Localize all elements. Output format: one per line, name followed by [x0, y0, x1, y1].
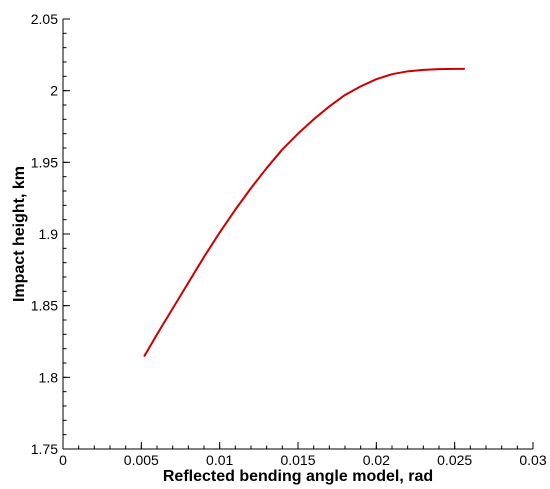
ticks	[62, 18, 534, 450]
x-tick-label: 0.015	[280, 452, 315, 468]
x-tick-label: 0	[59, 452, 67, 468]
x-tick-label: 0.03	[519, 452, 546, 468]
axes	[62, 19, 533, 450]
y-tick-label: 1.75	[31, 441, 58, 457]
x-tick-label: 0.005	[124, 452, 159, 468]
y-tick-label: 1.95	[31, 154, 58, 170]
y-tick-label: 2.05	[31, 11, 58, 27]
y-tick-label: 1.8	[39, 369, 59, 385]
x-tick-label: 0.01	[206, 452, 233, 468]
y-tick-label: 1.85	[31, 298, 58, 314]
series-line	[143, 67, 466, 357]
y-tick-label: 2	[50, 83, 58, 99]
x-axis-title: Reflected bending angle model, rad	[163, 468, 433, 485]
y-axis-title: Impact height, km	[11, 166, 28, 302]
tick-labels: 0 0.005 0.01 0.015 0.02 0.025 0.03 1.75 1.8 1.85 1…	[31, 11, 547, 468]
x-tick-label: 0.02	[363, 452, 390, 468]
y-tick-label: 1.9	[39, 226, 59, 242]
series-layer	[143, 67, 466, 357]
x-tick-label: 0.025	[437, 452, 472, 468]
